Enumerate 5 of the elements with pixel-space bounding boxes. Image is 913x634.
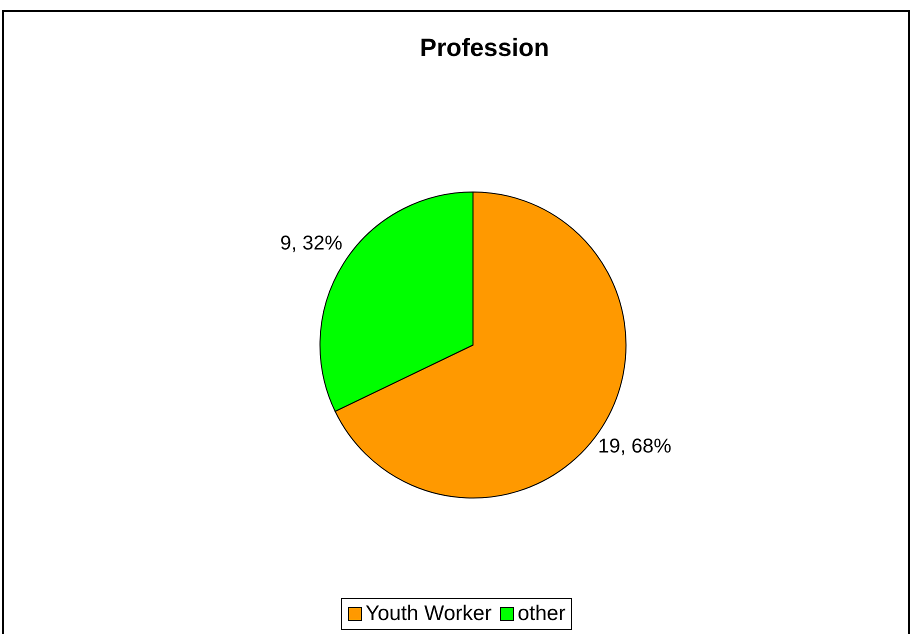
chart-title: Profession <box>418 34 550 63</box>
legend-label: other <box>516 602 566 626</box>
legend-label: Youth Worker <box>364 602 492 626</box>
data-label: 9, 32% <box>280 232 343 254</box>
data-label: 19, 68% <box>598 436 672 458</box>
